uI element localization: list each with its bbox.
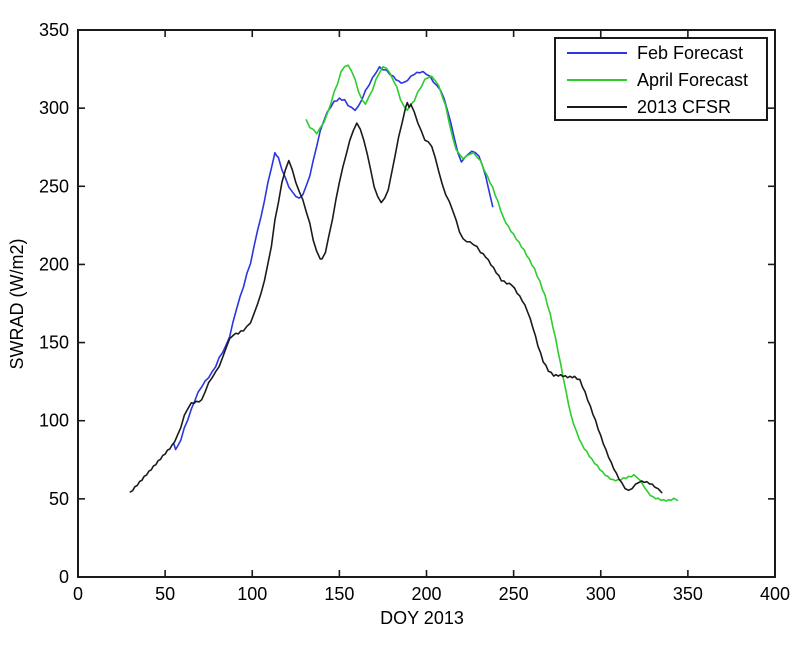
legend-label-april-forecast: April Forecast [637, 70, 748, 90]
axis-ticks [77, 29, 776, 578]
y-tick-label: 0 [59, 567, 69, 587]
x-axis-label: DOY 2013 [380, 608, 464, 628]
x-tick-label: 350 [673, 584, 703, 604]
x-tick-label: 300 [586, 584, 616, 604]
series-line-2013-cfsr [129, 101, 663, 494]
x-tick-label: 400 [760, 584, 790, 604]
y-tick-label: 150 [39, 333, 69, 353]
y-tick-label: 50 [49, 489, 69, 509]
y-axis-label: SWRAD (W/m2) [7, 239, 27, 370]
x-tick-label: 150 [324, 584, 354, 604]
y-tick-labels: 0 50 100 150 200 250 300 350 [39, 20, 69, 587]
y-tick-label: 250 [39, 176, 69, 196]
y-tick-label: 350 [39, 20, 69, 40]
x-tick-label: 100 [237, 584, 267, 604]
legend-label-2013-cfsr: 2013 CFSR [637, 97, 731, 117]
series-lines [129, 64, 679, 502]
x-tick-label: 200 [411, 584, 441, 604]
x-tick-label: 250 [499, 584, 529, 604]
series-line-feb-forecast [173, 66, 494, 451]
legend-label-feb-forecast: Feb Forecast [637, 43, 743, 63]
y-tick-label: 100 [39, 411, 69, 431]
x-tick-label: 50 [155, 584, 175, 604]
legend: Feb Forecast April Forecast 2013 CFSR [554, 37, 768, 121]
y-tick-label: 300 [39, 98, 69, 118]
y-tick-label: 200 [39, 254, 69, 274]
x-tick-label: 0 [73, 584, 83, 604]
plot-background [78, 30, 775, 577]
x-tick-labels: 0 50 100 150 200 250 300 350 400 [73, 584, 790, 604]
